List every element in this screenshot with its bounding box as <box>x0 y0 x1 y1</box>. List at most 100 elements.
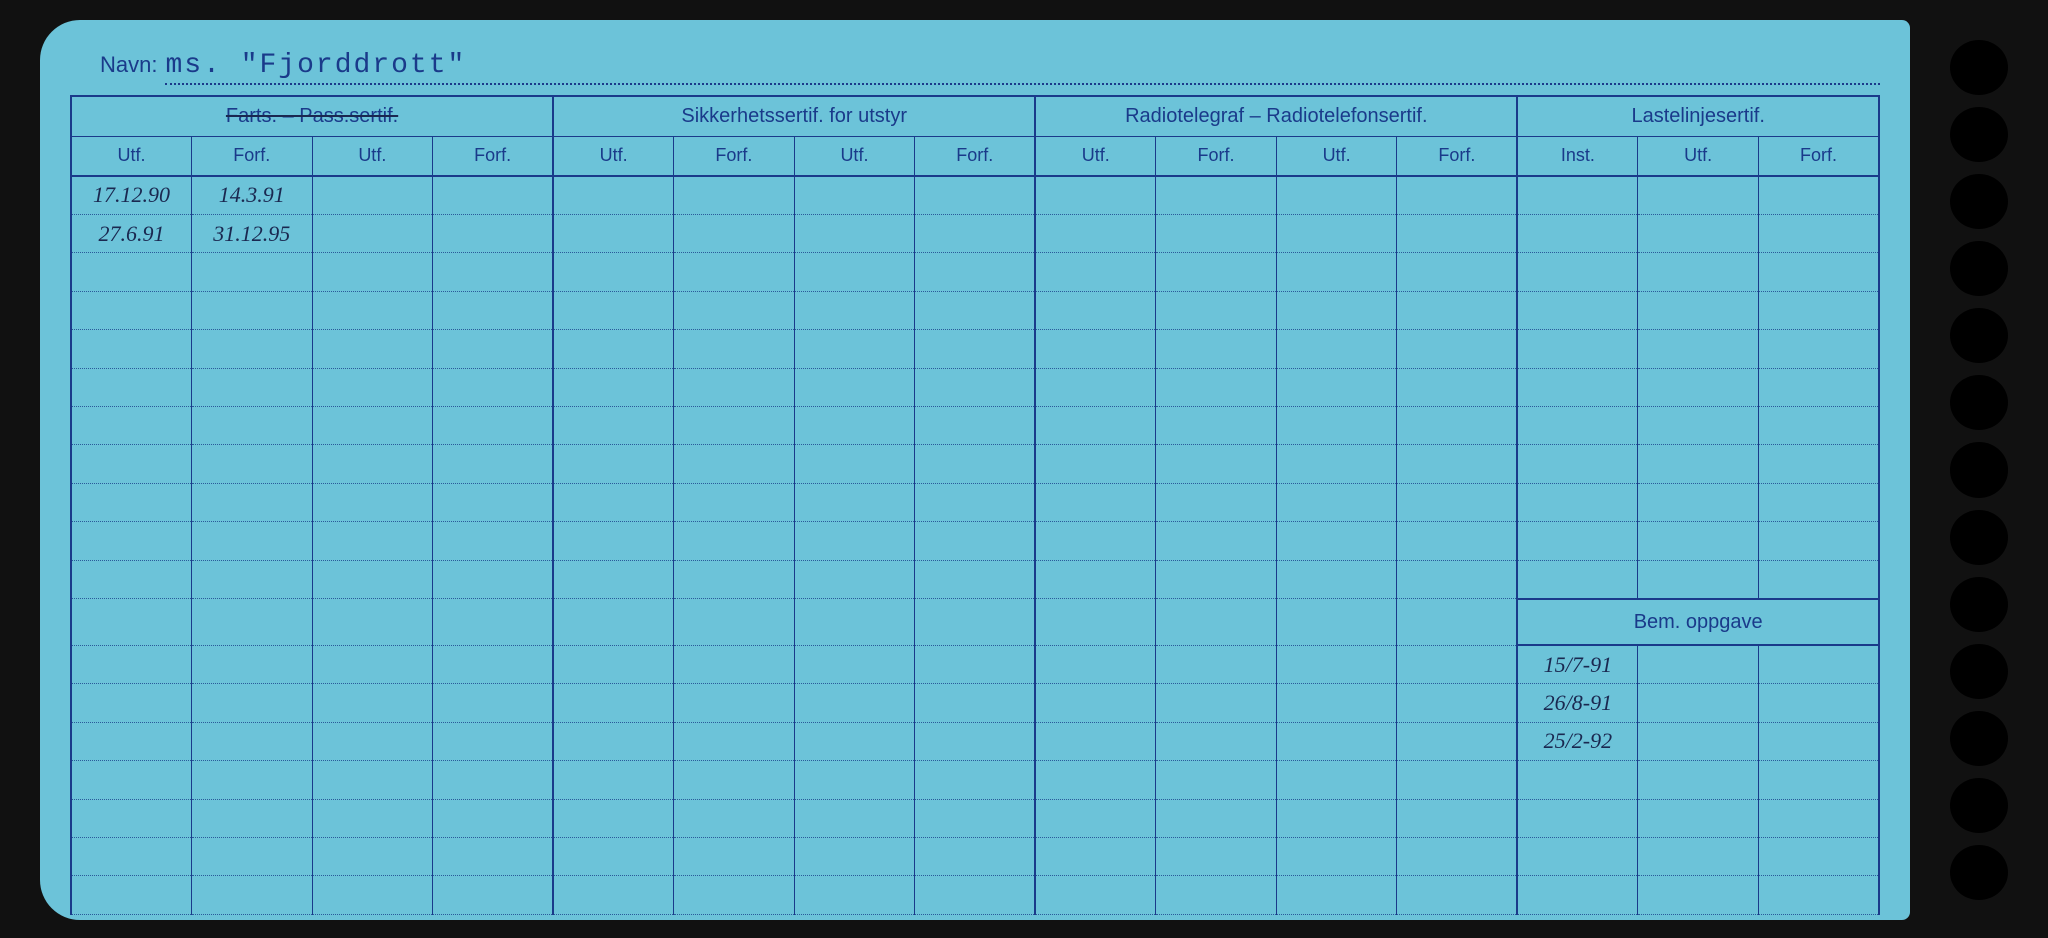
table-cell <box>192 645 313 683</box>
punch-holes <box>1950 40 2008 900</box>
table-cell <box>1517 837 1638 875</box>
table-cell <box>674 684 795 722</box>
table-cell <box>1517 330 1638 368</box>
punch-hole <box>1950 308 2008 363</box>
table-cell <box>433 445 554 483</box>
table-cell <box>312 445 433 483</box>
col-forf: Forf. <box>192 136 313 176</box>
table-cell <box>553 761 674 799</box>
table-cell <box>553 445 674 483</box>
table-cell <box>674 837 795 875</box>
table-cell <box>674 253 795 291</box>
table-cell <box>1156 837 1277 875</box>
table-cell <box>674 799 795 837</box>
table-cell <box>1156 722 1277 760</box>
table-cell <box>1397 560 1518 598</box>
table-cell <box>1035 253 1156 291</box>
table-cell <box>1276 599 1397 646</box>
table-cell <box>915 722 1036 760</box>
table-cell <box>1276 407 1397 445</box>
table-cell <box>312 645 433 683</box>
punch-hole <box>1950 241 2008 296</box>
table-cell <box>794 645 915 683</box>
table-cell <box>1156 368 1277 406</box>
table-cell <box>312 483 433 521</box>
table-cell <box>674 291 795 329</box>
table-cell <box>71 368 192 406</box>
table-row <box>71 876 1879 915</box>
table-cell <box>674 645 795 683</box>
table-cell <box>1276 522 1397 560</box>
table-cell <box>674 330 795 368</box>
table-cell <box>192 330 313 368</box>
table-cell <box>1758 761 1879 799</box>
table-cell <box>71 407 192 445</box>
table-cell <box>674 876 795 915</box>
table-cell <box>312 253 433 291</box>
col-utf: Utf. <box>312 136 433 176</box>
punch-hole <box>1950 442 2008 497</box>
table-cell <box>915 407 1036 445</box>
table-cell <box>1397 684 1518 722</box>
table-cell <box>71 560 192 598</box>
table-cell <box>1156 645 1277 683</box>
table-row: Bem. oppgave <box>71 599 1879 646</box>
table-cell <box>312 599 433 646</box>
table-cell <box>1276 330 1397 368</box>
punch-hole <box>1950 174 2008 229</box>
table-cell <box>192 368 313 406</box>
table-row <box>71 761 1879 799</box>
table-cell <box>915 761 1036 799</box>
table-cell <box>794 722 915 760</box>
table-cell <box>1397 253 1518 291</box>
table-cell <box>1276 368 1397 406</box>
table-cell <box>71 253 192 291</box>
table-cell <box>1397 761 1518 799</box>
table-cell <box>1397 645 1518 683</box>
table-cell <box>553 799 674 837</box>
col-utf: Utf. <box>71 136 192 176</box>
table-cell: 27.6.91 <box>71 214 192 252</box>
table-cell <box>192 599 313 646</box>
table-cell <box>553 837 674 875</box>
table-cell <box>1276 560 1397 598</box>
table-cell <box>1156 684 1277 722</box>
table-cell <box>674 599 795 646</box>
table-cell <box>1638 407 1759 445</box>
table-cell <box>1397 368 1518 406</box>
table-cell <box>1638 291 1759 329</box>
table-cell <box>1758 368 1879 406</box>
punch-hole <box>1950 375 2008 430</box>
table-row <box>71 368 1879 406</box>
table-cell <box>794 291 915 329</box>
table-cell <box>915 599 1036 646</box>
table-cell <box>433 330 554 368</box>
table-cell <box>1276 684 1397 722</box>
table-cell <box>915 799 1036 837</box>
table-cell <box>794 407 915 445</box>
table-cell <box>71 330 192 368</box>
table-cell <box>915 445 1036 483</box>
table-cell <box>1156 876 1277 915</box>
table-row <box>71 560 1879 598</box>
table-cell <box>192 445 313 483</box>
table-cell <box>1758 799 1879 837</box>
table-cell <box>433 253 554 291</box>
table-body: 17.12.9014.3.9127.6.9131.12.95Bem. oppga… <box>71 176 1879 915</box>
table-cell <box>1758 330 1879 368</box>
table-cell <box>1397 599 1518 646</box>
table-cell <box>433 645 554 683</box>
table-cell <box>1397 214 1518 252</box>
table-cell <box>794 330 915 368</box>
table-row <box>71 837 1879 875</box>
table-cell <box>433 684 554 722</box>
table-row <box>71 407 1879 445</box>
table-cell <box>1035 645 1156 683</box>
table-cell <box>71 761 192 799</box>
table-cell <box>1035 684 1156 722</box>
punch-hole <box>1950 778 2008 833</box>
table-cell <box>674 368 795 406</box>
group-lastelinje: Lastelinjesertif. <box>1517 96 1879 136</box>
col-forf: Forf. <box>674 136 795 176</box>
table-cell <box>794 799 915 837</box>
